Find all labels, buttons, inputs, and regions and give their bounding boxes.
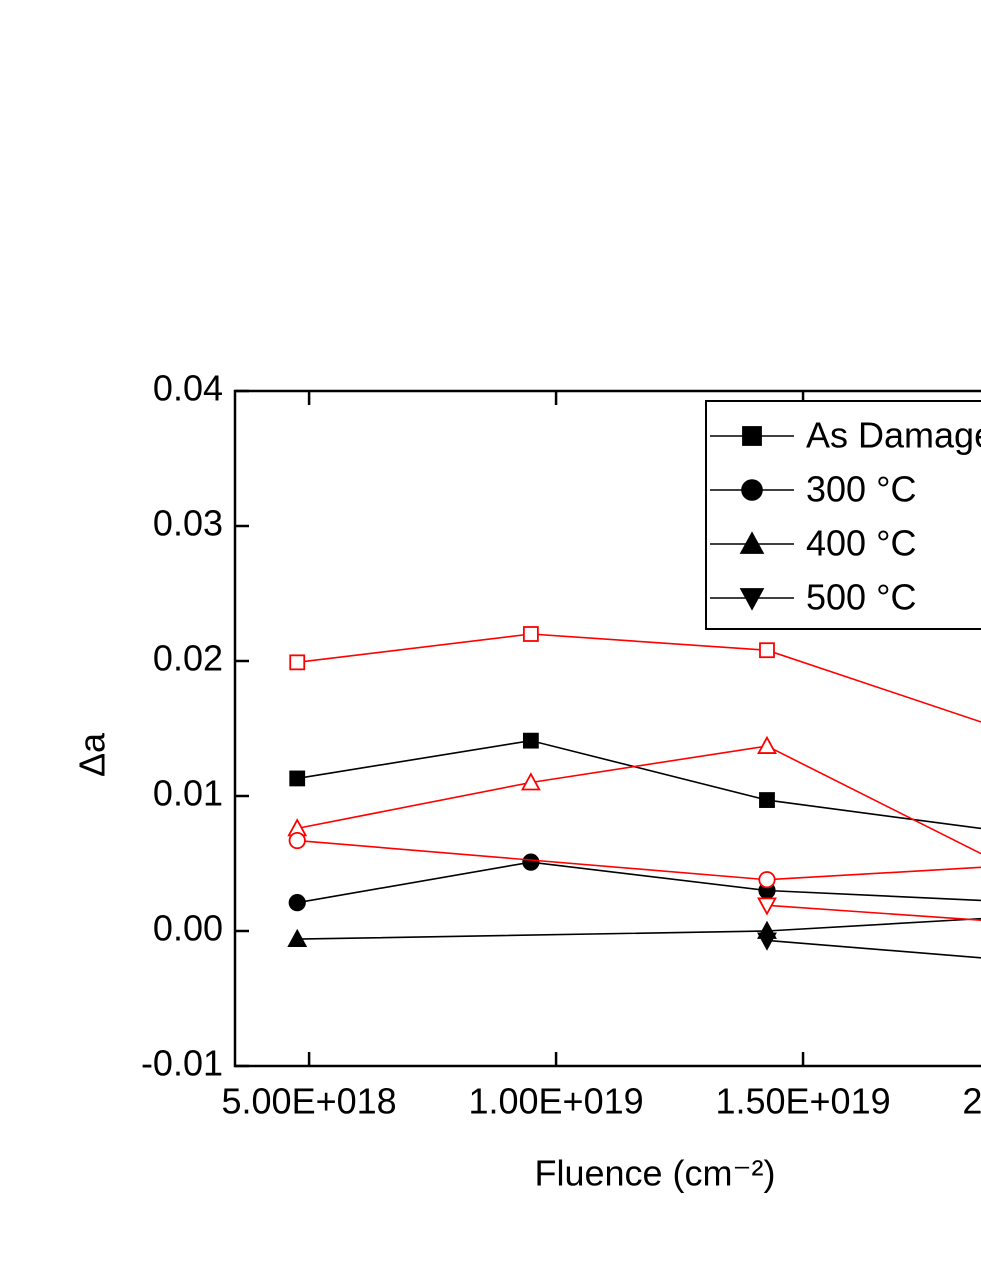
y-tick-label: 0.03	[153, 503, 223, 544]
series-line	[297, 839, 981, 881]
series-line	[297, 633, 981, 723]
series-line	[766, 904, 981, 921]
marker	[522, 626, 539, 642]
marker	[742, 426, 762, 446]
y-tick-label: -0.01	[141, 1043, 223, 1084]
series-line	[297, 745, 981, 855]
legend-label: 500 °C	[806, 577, 916, 618]
x-tick-label: 5.00E+018	[222, 1081, 397, 1122]
marker	[757, 932, 777, 951]
x-axis-title: Fluence (cm⁻²)	[534, 1153, 775, 1194]
marker	[520, 772, 541, 791]
y-axis-title: Δa	[72, 732, 113, 777]
y-tick-label: 0.01	[153, 773, 223, 814]
series-line	[766, 939, 981, 959]
marker	[287, 928, 308, 947]
marker	[739, 588, 765, 611]
marker	[741, 479, 763, 501]
y-tick-label: 0.04	[153, 368, 223, 409]
marker	[289, 654, 306, 671]
legend-label: 400 °C	[806, 523, 916, 564]
marker	[758, 871, 776, 889]
marker	[288, 831, 306, 850]
y-tick-label: 0.02	[153, 638, 223, 679]
x-tick-label: 1.00E+019	[468, 1081, 643, 1122]
marker	[759, 642, 775, 659]
legend-label: 300 °C	[806, 469, 916, 510]
legend: As Damaged 300 °C 400 °C 500 °C	[705, 400, 981, 630]
x-tick-label: 1.50E+019	[715, 1081, 890, 1122]
series-line	[297, 861, 981, 904]
y-tick-label: 0.00	[153, 908, 223, 949]
series-line	[297, 917, 981, 940]
marker	[757, 897, 777, 916]
marker	[288, 894, 306, 912]
series-line	[297, 739, 981, 830]
plot-frame	[233, 389, 981, 1068]
marker	[759, 792, 775, 808]
marker	[522, 732, 539, 749]
marker	[739, 531, 765, 554]
legend-label: As Damaged	[806, 415, 981, 456]
marker	[757, 735, 777, 754]
marker	[289, 770, 306, 787]
marker	[522, 853, 540, 871]
x-tick-label: 2.00E+019	[962, 1081, 981, 1122]
